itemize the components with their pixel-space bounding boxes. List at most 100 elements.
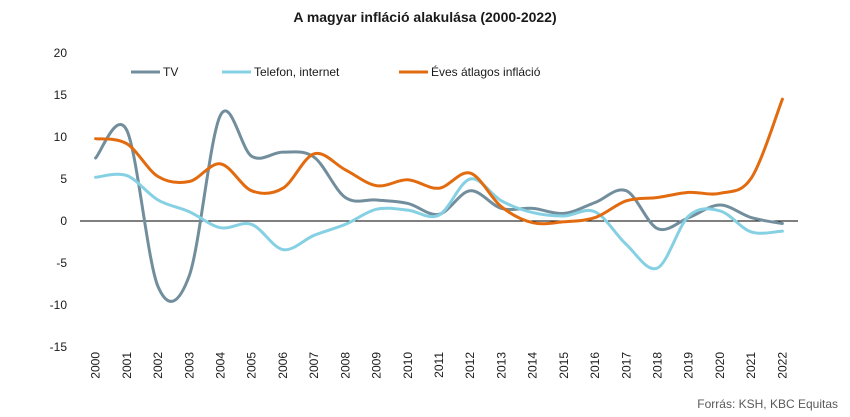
data-point-eves-atlagos-inflacio-2011 bbox=[437, 186, 441, 190]
x-tick-label: 2001 bbox=[120, 352, 134, 379]
x-tick-label: 2005 bbox=[245, 352, 259, 379]
data-point-tv-2016 bbox=[593, 201, 597, 205]
data-point-tv-2012 bbox=[468, 189, 472, 193]
data-point-tv-2001 bbox=[125, 128, 129, 132]
series-line-eves-atlagos-inflacio bbox=[94, 97, 784, 226]
legend: TV Telefon, internet Éves átlagos infláció bbox=[131, 64, 541, 79]
data-point-telefon-internet-2015 bbox=[562, 214, 566, 218]
data-point-telefon-internet-2011 bbox=[437, 213, 441, 217]
chart-title: A magyar infláció alakulása (2000-2022) bbox=[293, 9, 557, 25]
data-point-tv-2005 bbox=[250, 154, 254, 158]
y-tick-label: 10 bbox=[54, 130, 68, 144]
x-tick-label: 2018 bbox=[651, 352, 665, 379]
series-line-telefon-internet bbox=[94, 172, 784, 271]
data-point-tv-2008 bbox=[343, 196, 347, 200]
data-point-eves-atlagos-inflacio-2019 bbox=[687, 190, 691, 194]
data-point-eves-atlagos-inflacio-2022 bbox=[780, 97, 784, 101]
x-tick-label: 2017 bbox=[619, 352, 633, 379]
data-point-eves-atlagos-inflacio-2013 bbox=[499, 205, 503, 209]
data-point-telefon-internet-2001 bbox=[125, 174, 129, 178]
data-point-eves-atlagos-inflacio-2006 bbox=[281, 186, 285, 190]
data-point-eves-atlagos-inflacio-2007 bbox=[312, 152, 316, 156]
x-tick-label: 2011 bbox=[432, 352, 446, 378]
series-telefon-internet bbox=[94, 172, 784, 271]
x-tick-label: 2003 bbox=[182, 352, 196, 379]
y-tick-label: -10 bbox=[50, 298, 68, 312]
data-point-telefon-internet-2000 bbox=[94, 175, 98, 179]
x-tick-label: 2014 bbox=[526, 352, 540, 379]
data-point-eves-atlagos-inflacio-2017 bbox=[624, 199, 628, 203]
data-point-eves-atlagos-inflacio-2000 bbox=[94, 137, 98, 141]
data-point-tv-2014 bbox=[531, 206, 535, 210]
data-point-telefon-internet-2004 bbox=[219, 226, 223, 230]
y-tick-label: 0 bbox=[60, 214, 67, 228]
data-point-eves-atlagos-inflacio-2005 bbox=[250, 189, 254, 193]
data-point-tv-2000 bbox=[94, 156, 98, 160]
legend-item-telefon-internet: Telefon, internet bbox=[222, 65, 340, 79]
series-eves-atlagos-inflacio bbox=[94, 97, 784, 226]
series-line-tv bbox=[94, 109, 784, 303]
data-point-telefon-internet-2018 bbox=[656, 266, 660, 270]
y-tick-label: -15 bbox=[50, 340, 68, 354]
x-tick-label: 2019 bbox=[682, 352, 696, 379]
data-point-telefon-internet-2019 bbox=[687, 214, 691, 218]
legend-item-tv: TV bbox=[131, 65, 178, 79]
data-point-telefon-internet-2006 bbox=[281, 248, 285, 252]
data-point-eves-atlagos-inflacio-2021 bbox=[749, 176, 753, 180]
data-point-tv-2004 bbox=[219, 113, 223, 117]
data-point-telefon-internet-2017 bbox=[624, 243, 628, 247]
x-tick-label: 2009 bbox=[370, 352, 384, 379]
data-point-eves-atlagos-inflacio-2008 bbox=[343, 168, 347, 172]
data-point-eves-atlagos-inflacio-2015 bbox=[562, 220, 566, 224]
data-point-eves-atlagos-inflacio-2009 bbox=[375, 184, 379, 188]
data-point-telefon-internet-2010 bbox=[406, 208, 410, 212]
data-point-telefon-internet-2013 bbox=[499, 199, 503, 203]
data-point-telefon-internet-2020 bbox=[718, 209, 722, 213]
x-tick-label: 2020 bbox=[713, 352, 727, 379]
x-tick-label: 2004 bbox=[214, 352, 228, 379]
x-tick-label: 2013 bbox=[494, 352, 508, 379]
x-tick-label: 2000 bbox=[89, 352, 103, 379]
data-point-tv-2022 bbox=[780, 222, 784, 226]
data-point-telefon-internet-2009 bbox=[375, 207, 379, 211]
y-tick-label: 5 bbox=[60, 172, 67, 186]
x-tick-label: 2010 bbox=[401, 352, 415, 379]
legend-label: Telefon, internet bbox=[254, 65, 340, 79]
data-point-tv-2006 bbox=[281, 150, 285, 154]
data-point-telefon-internet-2002 bbox=[156, 198, 160, 202]
x-tick-label: 2016 bbox=[588, 352, 602, 379]
data-point-telefon-internet-2007 bbox=[312, 233, 316, 237]
data-point-tv-2003 bbox=[187, 274, 191, 278]
x-tick-label: 2012 bbox=[463, 352, 477, 379]
data-point-telefon-internet-2014 bbox=[531, 211, 535, 215]
x-tick-label: 2022 bbox=[775, 352, 789, 379]
x-tick-label: 2015 bbox=[557, 352, 571, 379]
legend-item-eves-atlagos-inflacio: Éves átlagos infláció bbox=[399, 64, 541, 79]
data-point-tv-2002 bbox=[156, 285, 160, 289]
x-tick-label: 2021 bbox=[744, 352, 758, 379]
data-point-eves-atlagos-inflacio-2012 bbox=[468, 171, 472, 175]
y-axis: 20 15 10 5 0 -5 -10 -15 bbox=[50, 46, 68, 354]
x-tick-label: 2002 bbox=[151, 352, 165, 379]
data-point-tv-2018 bbox=[656, 227, 660, 231]
x-tick-label: 2006 bbox=[276, 352, 290, 379]
data-point-tv-2021 bbox=[749, 216, 753, 220]
data-point-telefon-internet-2016 bbox=[593, 210, 597, 214]
series-tv bbox=[94, 109, 784, 303]
legend-label: Éves átlagos infláció bbox=[431, 64, 541, 79]
data-point-telefon-internet-2021 bbox=[749, 230, 753, 234]
data-point-eves-atlagos-inflacio-2020 bbox=[718, 191, 722, 195]
data-point-tv-2009 bbox=[375, 198, 379, 202]
x-axis: 2000 2001 2002 2003 2004 2005 2006 2007 2008 2009… bbox=[89, 352, 790, 379]
data-point-telefon-internet-2022 bbox=[780, 229, 784, 233]
x-tick-label: 2007 bbox=[307, 352, 321, 379]
data-point-eves-atlagos-inflacio-2016 bbox=[593, 216, 597, 220]
legend-label: TV bbox=[163, 65, 178, 79]
source-note: Forrás: KSH, KBC Equitas bbox=[697, 397, 838, 411]
y-tick-label: 20 bbox=[54, 46, 68, 60]
data-point-tv-2017 bbox=[624, 189, 628, 193]
y-tick-label: 15 bbox=[54, 88, 68, 102]
data-point-eves-atlagos-inflacio-2014 bbox=[531, 221, 535, 225]
data-point-telefon-internet-2008 bbox=[343, 222, 347, 226]
